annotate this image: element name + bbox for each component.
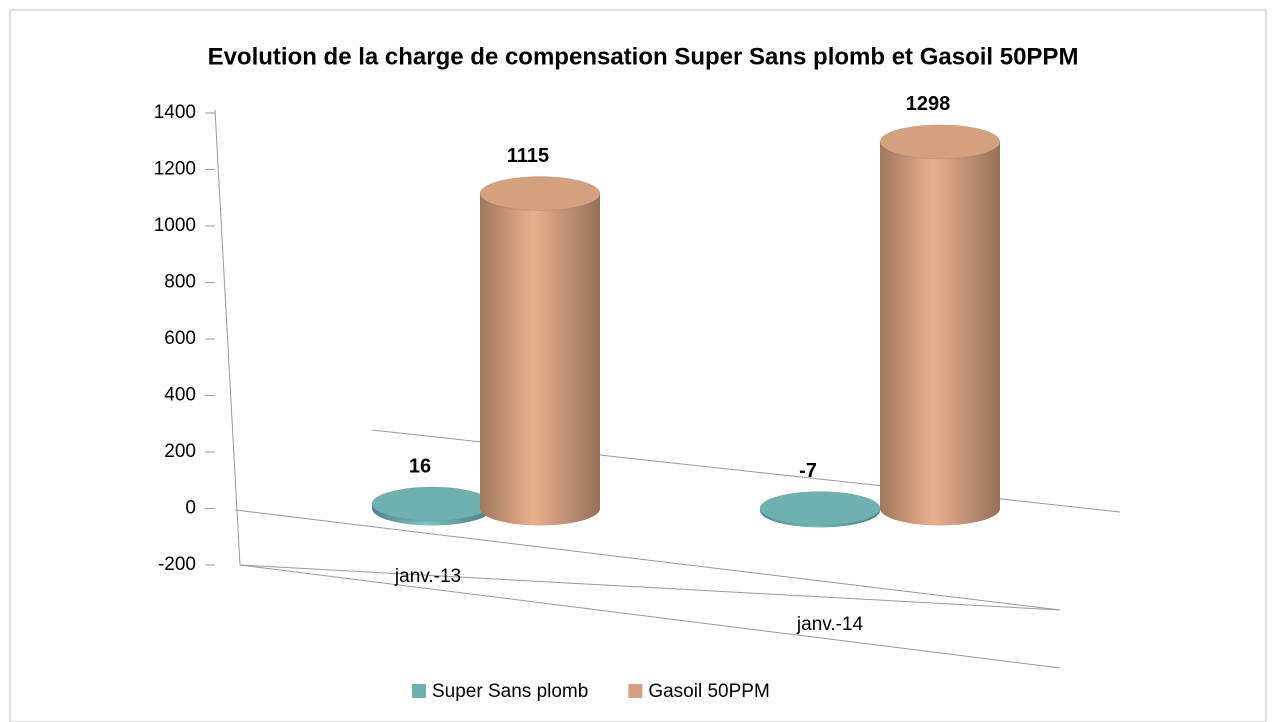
data-label: 1298 xyxy=(906,93,951,115)
y-tick-label: 1000 xyxy=(154,215,196,236)
data-label: -7 xyxy=(799,460,817,482)
cylinder xyxy=(371,486,493,526)
floor-front xyxy=(239,564,1061,669)
y-tick-label: 200 xyxy=(164,441,196,462)
cylinder-body xyxy=(880,141,1000,526)
y-tick-label: 1400 xyxy=(154,102,196,123)
chart-title: Evolution de la charge de compensation S… xyxy=(208,43,1079,70)
cylinder xyxy=(479,176,601,526)
chart-border xyxy=(9,9,1267,722)
y-tick-label: 600 xyxy=(164,328,196,349)
cylinder-top xyxy=(759,491,881,526)
cylinder-top xyxy=(879,124,1001,160)
cylinder-top xyxy=(479,176,601,212)
data-label: 1115 xyxy=(507,145,549,167)
x-tick-label: janv.-13 xyxy=(394,566,461,587)
legend-swatch xyxy=(628,684,643,698)
floor-edge xyxy=(239,564,1061,611)
legend-label: Gasoil 50PPM xyxy=(648,681,769,702)
cylinder-body xyxy=(480,193,600,526)
cylinder xyxy=(759,491,881,528)
legend-label: Super Sans plomb xyxy=(432,681,588,702)
legend-swatch xyxy=(412,684,426,698)
zero-plane-front xyxy=(234,509,1061,611)
y-axis xyxy=(214,109,241,566)
x-tick-label: janv.-14 xyxy=(796,614,864,635)
y-tick-label: -200 xyxy=(158,554,196,575)
cylinder xyxy=(879,124,1001,526)
y-tick-label: 400 xyxy=(164,385,196,406)
y-tick-label: 800 xyxy=(164,272,196,293)
cylinder-top xyxy=(371,486,493,522)
data-label: 16 xyxy=(409,455,431,477)
y-tick-label: 1200 xyxy=(154,159,196,180)
y-tick-label: 0 xyxy=(185,498,196,519)
